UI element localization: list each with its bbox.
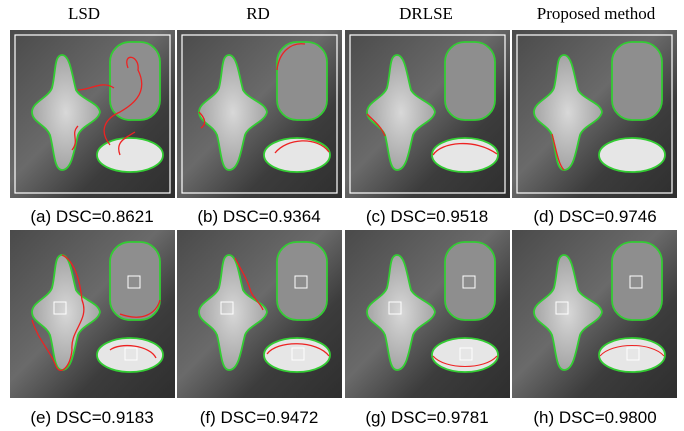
caption: (f) DSC=0.9472 bbox=[200, 408, 319, 427]
caption: (a) DSC=0.8621 bbox=[30, 207, 153, 226]
image-panel bbox=[10, 230, 175, 398]
caption: (e) DSC=0.9183 bbox=[30, 408, 153, 427]
caption: (c) DSC=0.9518 bbox=[366, 207, 488, 226]
image-panel bbox=[177, 30, 342, 198]
caption: (d) DSC=0.9746 bbox=[533, 207, 656, 226]
image-panel bbox=[345, 30, 510, 198]
column-header: LSD bbox=[68, 4, 100, 23]
image-panel bbox=[345, 230, 510, 398]
caption: (b) DSC=0.9364 bbox=[197, 207, 320, 226]
column-header: Proposed method bbox=[537, 4, 656, 23]
figure: LSD RD DRLSE Proposed method (a) DSC=0.8… bbox=[0, 0, 684, 431]
caption: (g) DSC=0.9781 bbox=[365, 408, 488, 427]
image-panel bbox=[512, 30, 677, 198]
image-panel bbox=[10, 30, 175, 198]
column-header: RD bbox=[246, 4, 270, 23]
image-panel bbox=[177, 230, 342, 398]
column-header: DRLSE bbox=[399, 4, 453, 23]
image-panel bbox=[512, 230, 677, 398]
caption: (h) DSC=0.9800 bbox=[533, 408, 656, 427]
